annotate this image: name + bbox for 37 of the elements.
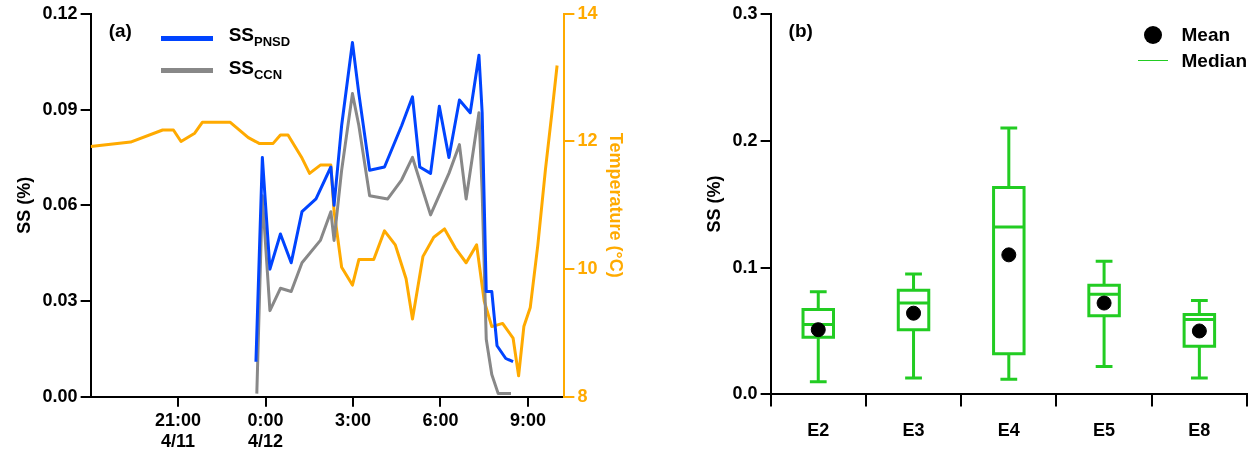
point (810, 322, 826, 338)
x-tick-label: E4 (997, 420, 1020, 441)
legend-label: Mean (1181, 22, 1231, 47)
y-tick-label: 0.06 (42, 194, 78, 215)
y2-axis-title: Temperature (°C) (606, 132, 627, 278)
point (1001, 247, 1017, 263)
x-tick-label: E3 (902, 420, 925, 441)
y-tick-label: 0.3 (732, 2, 758, 23)
y-tick-label: 0.1 (732, 256, 758, 277)
x-tick-label: E8 (1188, 420, 1211, 441)
legend-label: SS$_{CCN}$ (228, 55, 283, 84)
y-tick-label: 0.2 (732, 129, 758, 150)
y2-tick-label: 8 (577, 385, 588, 406)
y-tick-label: 0.00 (42, 385, 78, 406)
y2-tick-label: 12 (577, 130, 598, 151)
y-tick-label: 0.0 (732, 383, 758, 404)
y-axis-title: SS (%) (13, 176, 34, 234)
y-tick-label: 0.12 (42, 2, 78, 23)
x-tick-label: E2 (807, 420, 830, 441)
x-tick-label: 21:00 4/11 (155, 409, 202, 452)
y2-tick-label: 14 (577, 2, 598, 23)
point (1191, 323, 1207, 339)
point (1096, 295, 1112, 311)
annotation: (b) (788, 19, 813, 41)
y-axis-title: SS (%) (703, 175, 724, 233)
x-tick-label: 3:00 (335, 409, 372, 430)
y-tick-label: 0.09 (42, 98, 78, 119)
y2-tick-label: 10 (577, 258, 598, 279)
legend-label: Median (1181, 48, 1247, 73)
legend-label: SS$_{PNSD}$ (228, 22, 291, 51)
x-tick-label: 6:00 (422, 409, 459, 430)
x-tick-label: E5 (1093, 420, 1116, 441)
x-tick-label: 9:00 (509, 409, 546, 430)
x-tick-label: 0:00 4/12 (247, 409, 284, 452)
point (906, 305, 922, 321)
annotation: (a) (108, 19, 132, 41)
y-tick-label: 0.03 (42, 290, 78, 311)
